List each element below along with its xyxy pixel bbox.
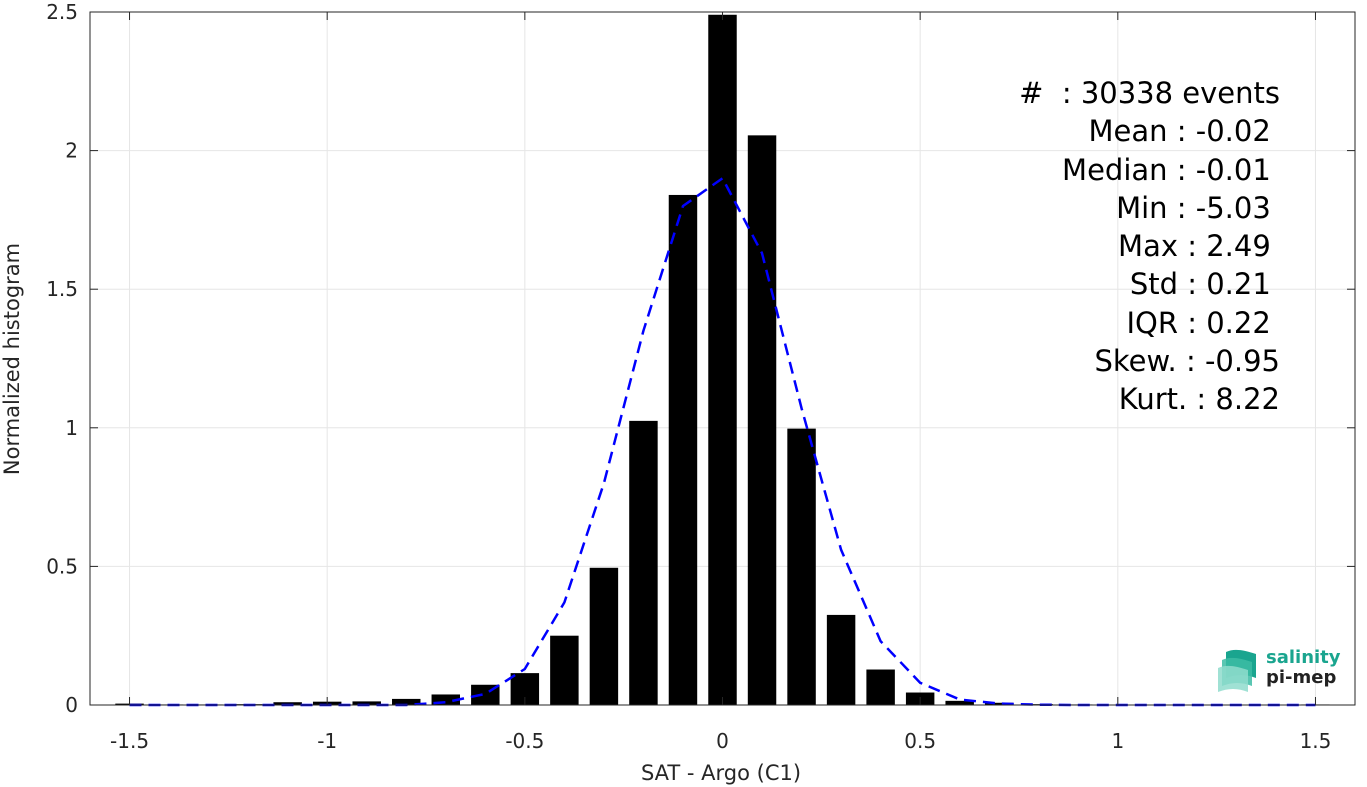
salinity-pimep-logo: salinity pi-mep [1216,648,1346,694]
stat-min: Min : -5.03 [1116,190,1280,225]
stat-max: Max : 2.49 [1118,229,1280,264]
stat-count: # : 30338 events [1019,76,1280,110]
logo-text-salinity: salinity [1266,647,1341,668]
stat-kurt: Kurt. : 8.22 [1118,382,1280,417]
stat-iqr: IQR : 0.22 [1126,305,1280,340]
x-tick-label: 1 [1111,729,1124,753]
histogram-bar [589,567,619,705]
x-tick-label: -1 [317,729,337,753]
histogram-bar [826,614,856,705]
histogram-bar [392,698,421,705]
x-tick-label: 0 [716,729,729,753]
y-tick-label: 0 [65,693,78,717]
x-tick-label: 0.5 [904,729,936,753]
histogram-bar [668,194,698,705]
histogram-bar [866,669,895,705]
wave-logo-icon [1218,649,1256,692]
histogram-bar [747,135,777,705]
histogram-bar [550,635,579,705]
x-tick-label: -0.5 [505,729,544,753]
histogram-bar [984,702,1014,705]
x-tick-label: -1.5 [110,729,149,753]
stat-mean: Mean : -0.02 [1088,114,1280,149]
y-tick-label: 1 [65,416,78,440]
stat-median: Median : -0.01 [1062,152,1280,187]
histogram-bar [352,701,381,705]
histogram-bars [115,14,1330,706]
stat-skew: Skew. : -0.95 [1094,344,1280,379]
y-axis-label: Normalized histogram [0,243,24,475]
histogram-bar [431,694,461,705]
y-tick-label: 2 [65,139,78,163]
statistics-annotation: # : 30338 events Mean : -0.02 Median : -… [900,74,1280,419]
x-axis-label: SAT - Argo (C1) [641,761,801,785]
y-tick-label: 0.5 [46,554,78,578]
y-tick-label: 2.5 [46,0,78,24]
x-tick-label: 1.5 [1300,729,1332,753]
histogram-bar [787,428,816,705]
y-tick-label: 1.5 [46,277,78,301]
histogram-bar [629,420,658,705]
axis-ticks: -1.5 -1 -0.5 0 0.5 1 1.5 0 0.5 1 1.5 2 2.5 [46,0,1355,753]
histogram-bar [945,700,974,705]
histogram-bar [708,14,737,706]
histogram-bar [273,702,302,705]
logo-text-pimep: pi-mep [1266,667,1337,688]
stat-std: Std : 0.21 [1129,267,1280,302]
